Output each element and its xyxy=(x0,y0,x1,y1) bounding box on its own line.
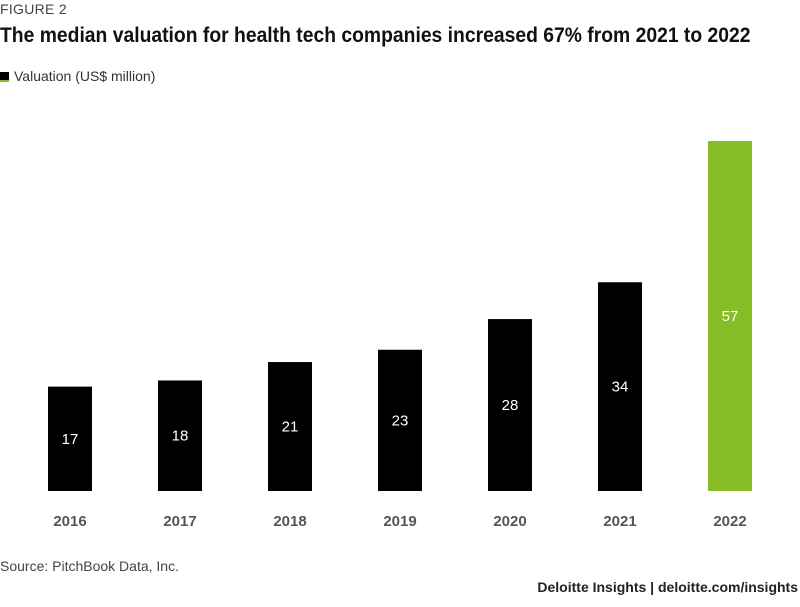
x-tick-label-2021: 2021 xyxy=(603,513,636,530)
legend-swatch xyxy=(0,71,9,82)
x-tick-label-2016: 2016 xyxy=(53,513,86,530)
chart-legend: Valuation (US$ million) xyxy=(0,68,155,84)
x-tick-label-2020: 2020 xyxy=(493,513,526,530)
x-tick-label-2018: 2018 xyxy=(273,513,306,530)
data-label-2016: 17 xyxy=(62,431,79,448)
x-tick-label-2017: 2017 xyxy=(163,513,196,530)
bar-2016 xyxy=(48,386,92,491)
x-tick-label-2019: 2019 xyxy=(383,513,416,530)
bar-2018 xyxy=(268,362,312,491)
data-label-2021: 34 xyxy=(612,379,629,396)
figure-label: FIGURE 2 xyxy=(0,1,67,17)
bar-2021 xyxy=(598,282,642,491)
bar-2017 xyxy=(158,380,202,491)
data-label-2018: 21 xyxy=(282,419,299,436)
brand-footer: Deloitte Insights | deloitte.com/insight… xyxy=(537,579,798,595)
legend-label: Valuation (US$ million) xyxy=(14,68,156,84)
bar-2020 xyxy=(488,319,532,491)
bar-2019 xyxy=(378,349,422,491)
data-label-2019: 23 xyxy=(392,412,409,429)
source-note: Source: PitchBook Data, Inc. xyxy=(0,558,179,574)
chart-title: The median valuation for health tech com… xyxy=(0,24,751,47)
data-label-2017: 18 xyxy=(172,428,189,445)
bar-2022 xyxy=(708,141,752,491)
x-tick-label-2022: 2022 xyxy=(713,513,746,530)
data-label-2020: 28 xyxy=(502,397,519,414)
data-label-2022: 57 xyxy=(722,308,739,325)
